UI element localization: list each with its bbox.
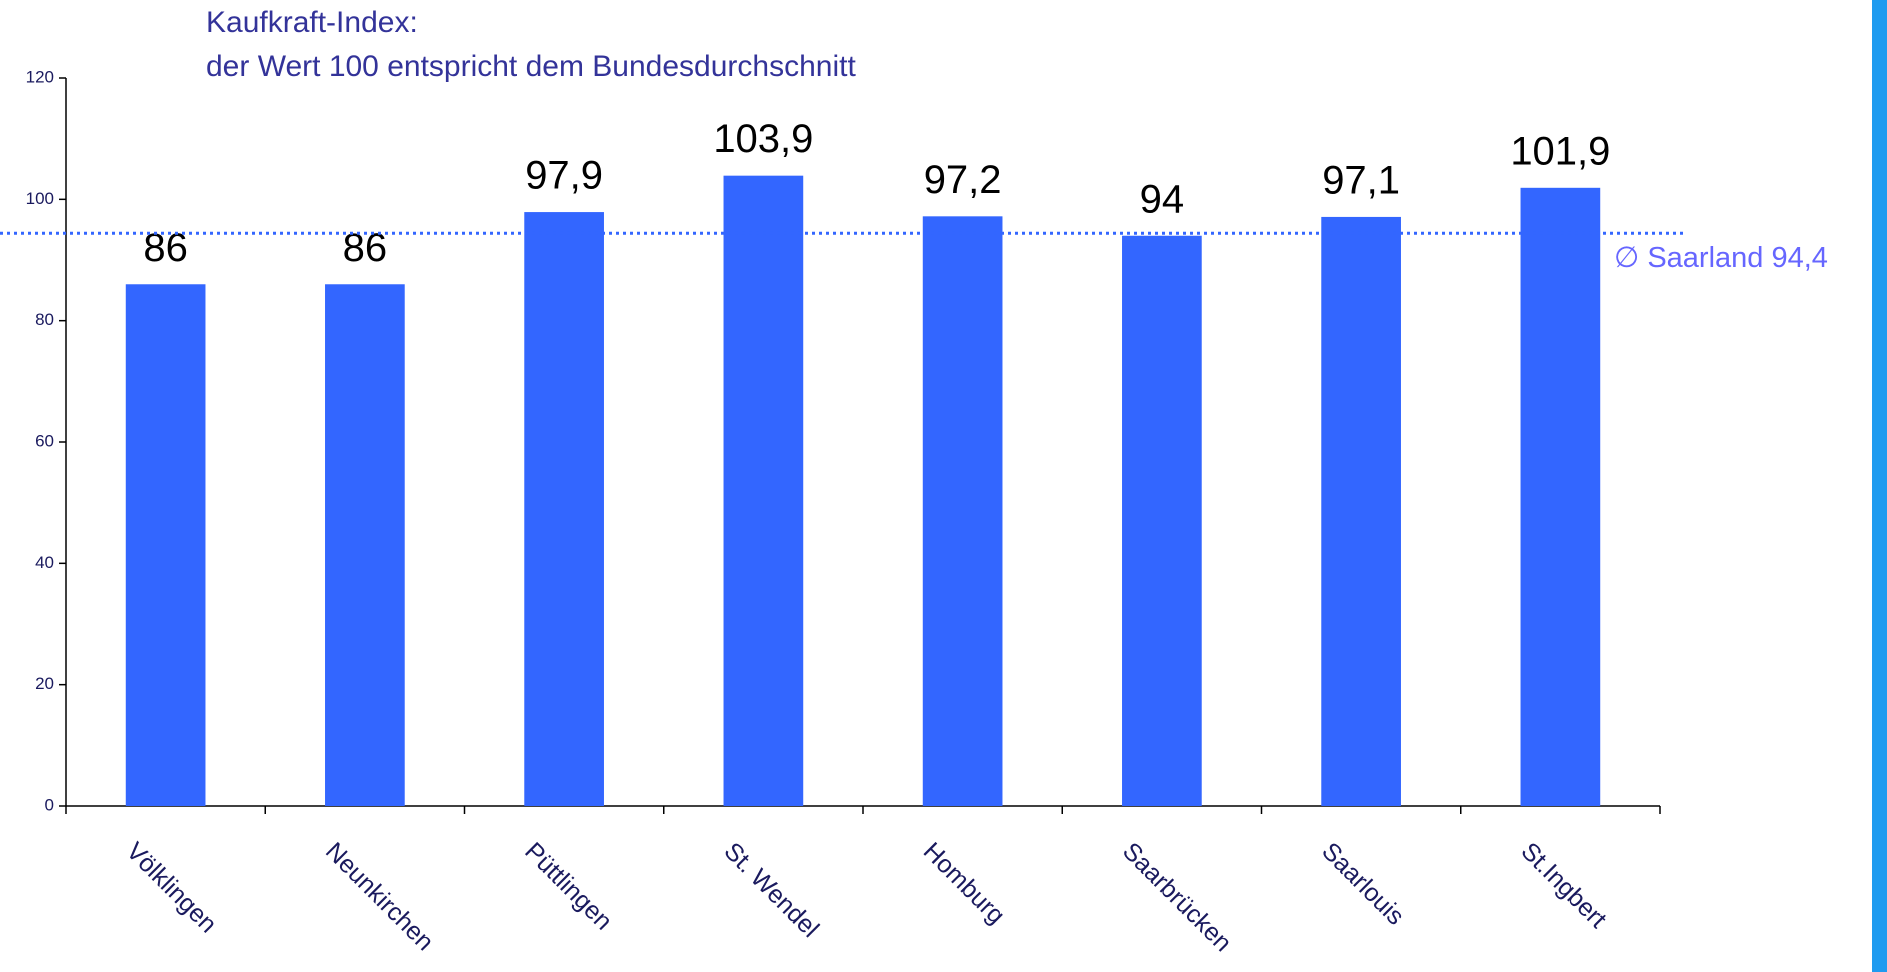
value-label: 97,1	[1322, 158, 1400, 202]
x-tick-label: Saarbrücken	[1117, 837, 1237, 957]
value-label: 101,9	[1510, 129, 1610, 173]
x-tick-label: Püttlingen	[519, 837, 617, 935]
reference-label: ∅ Saarland 94,4	[1614, 242, 1828, 274]
bar	[723, 175, 804, 806]
bar	[922, 216, 1003, 806]
value-label: 103,9	[713, 117, 813, 161]
x-tick-label: Neunkirchen	[320, 837, 439, 956]
side-bar	[1872, 0, 1887, 972]
bar	[1122, 235, 1202, 806]
bar	[125, 284, 206, 806]
chart-subtitle: der Wert 100 entspricht dem Bundesdurchs…	[206, 50, 856, 83]
x-tick-label: Homburg	[918, 837, 1011, 930]
x-tick-label: St. Wendel	[718, 837, 824, 943]
value-label: 86	[143, 226, 188, 270]
y-tick-label: 20	[35, 674, 54, 693]
value-label: 97,2	[924, 158, 1002, 202]
bar	[1520, 187, 1601, 807]
y-tick-label: 80	[35, 310, 54, 329]
bar	[325, 284, 405, 806]
x-tick-label: Saarlouis	[1316, 837, 1410, 931]
bar	[524, 212, 604, 806]
x-tick-label: Völklingen	[121, 837, 222, 938]
x-tick-label: St.Ingbert	[1515, 837, 1611, 933]
y-tick-label: 60	[35, 431, 54, 450]
y-tick-label: 40	[35, 553, 54, 572]
y-tick-label: 100	[26, 189, 54, 208]
y-tick-label: 0	[45, 795, 54, 814]
bar	[1321, 216, 1401, 807]
value-label: 94	[1140, 177, 1185, 221]
value-label: 97,9	[525, 154, 603, 198]
chart-title: Kaufkraft-Index:	[206, 6, 418, 39]
y-tick-label: 120	[26, 67, 54, 86]
